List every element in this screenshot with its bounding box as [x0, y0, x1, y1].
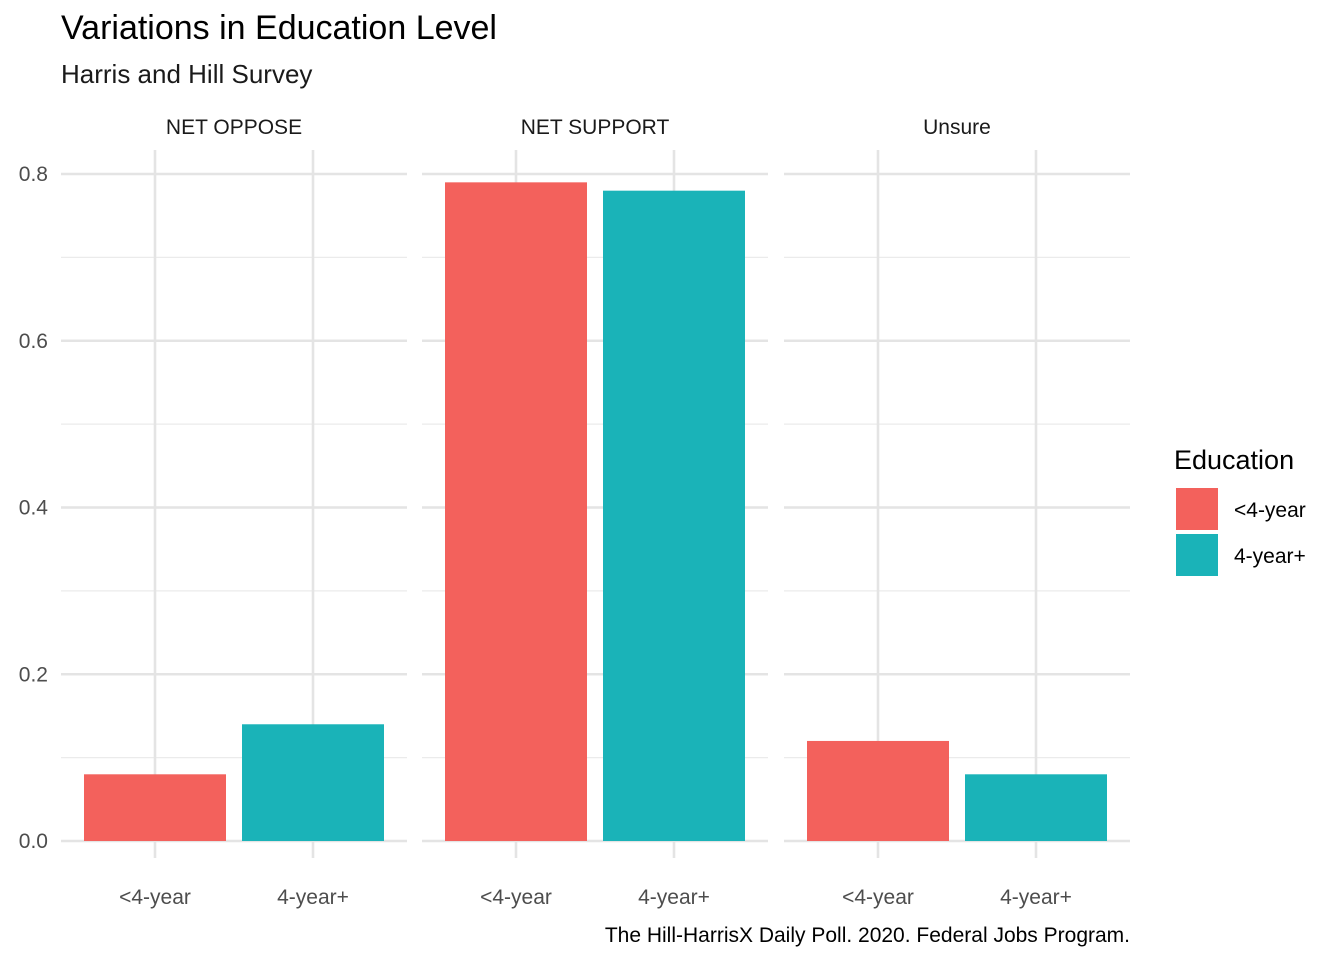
- bar: [242, 724, 384, 841]
- x-tick-label: <4-year: [119, 886, 191, 909]
- chart-title: Variations in Education Level: [61, 9, 497, 47]
- y-tick-label: 0.0: [19, 830, 48, 853]
- facet-panel: NET OPPOSE <4-year 4-year+: [61, 116, 407, 909]
- x-tick-label: 4-year+: [1000, 886, 1072, 909]
- facet-label: Unsure: [923, 116, 991, 139]
- chart-caption: The Hill-HarrisX Daily Poll. 2020. Feder…: [605, 924, 1130, 947]
- legend-title: Education: [1174, 445, 1294, 475]
- x-tick-label: 4-year+: [638, 886, 710, 909]
- y-tick-label: 0.8: [19, 163, 48, 186]
- y-tick-label: 0.2: [19, 663, 48, 686]
- y-tick-label: 0.4: [19, 497, 49, 520]
- facet-panel: NET SUPPORT <4-year 4-year+: [422, 116, 768, 909]
- legend-swatch: [1176, 488, 1218, 530]
- facet-label: NET SUPPORT: [521, 116, 670, 139]
- bar: [603, 190, 745, 842]
- bar: [807, 740, 949, 841]
- legend-swatch: [1176, 534, 1218, 576]
- bar: [965, 774, 1107, 841]
- facet-panels: NET OPPOSE <4-year 4-year+ NET SUPPORT <4-ye…: [61, 116, 1130, 909]
- legend-label: <4-year: [1234, 499, 1306, 522]
- facet-label: NET OPPOSE: [166, 116, 302, 139]
- bar: [445, 182, 587, 841]
- legend-label: 4-year+: [1234, 545, 1306, 568]
- y-tick-label: 0.6: [19, 330, 48, 353]
- y-axis: 0.0 0.2 0.4 0.6 0.8: [19, 163, 49, 853]
- x-tick-label: <4-year: [480, 886, 552, 909]
- bar: [84, 774, 226, 841]
- chart-subtitle: Harris and Hill Survey: [61, 59, 312, 89]
- x-tick-label: <4-year: [842, 886, 914, 909]
- legend: <4-year 4-year+: [1176, 488, 1306, 576]
- x-tick-label: 4-year+: [277, 886, 349, 909]
- facet-panel: Unsure <4-year 4-year+: [784, 116, 1130, 909]
